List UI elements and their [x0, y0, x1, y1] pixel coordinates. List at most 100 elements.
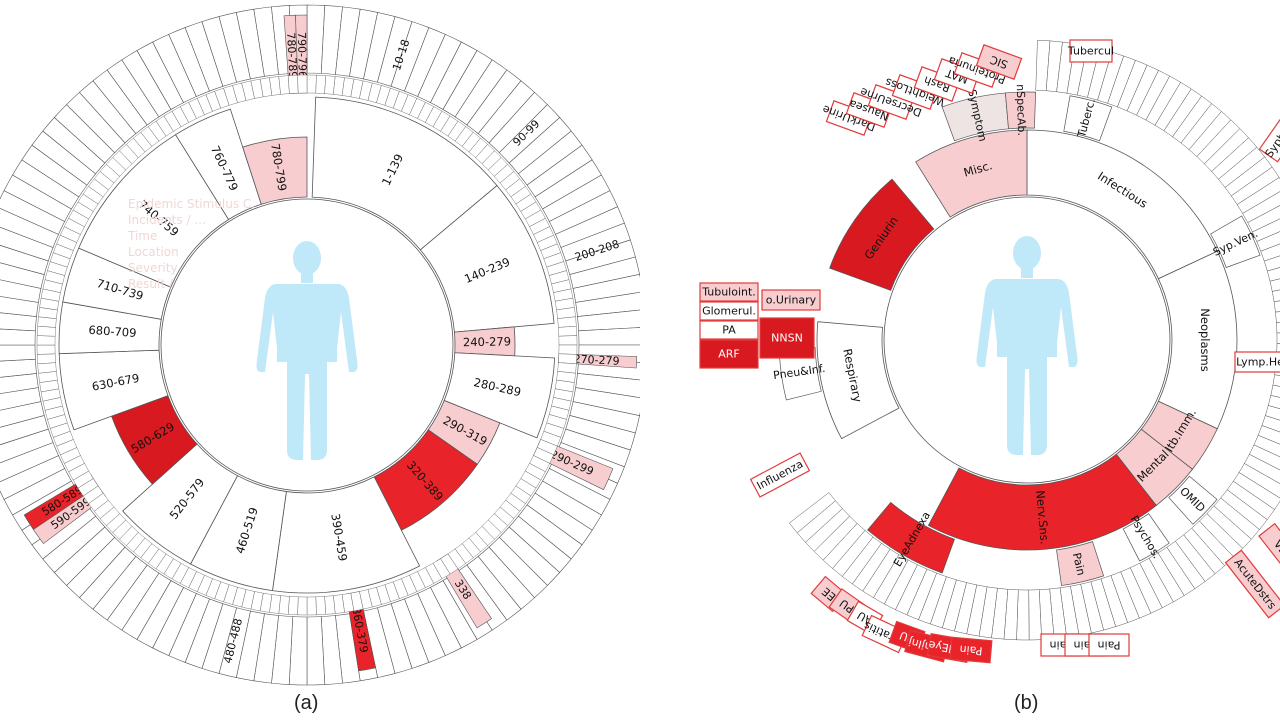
- middle-ring-cell: [315, 74, 327, 94]
- b-box-label: Pain: [959, 643, 983, 658]
- b-inner-Respirary: [816, 321, 900, 440]
- b-inner-Geniurin: [829, 178, 935, 291]
- b-box-rect: [1234, 351, 1280, 373]
- b-box-rect: [1069, 39, 1113, 63]
- inner-segment-280-289: [443, 352, 556, 439]
- b-mid-Pain: [1056, 541, 1105, 586]
- b-box-rect: [749, 452, 811, 498]
- ghost-text: Epidemic Stimulus C... Incidents / ... Tim…: [127, 197, 263, 291]
- b-box-rect: [699, 320, 759, 340]
- b-box: o.Urinary: [761, 289, 821, 311]
- outer-label-790-796: 790-796: [295, 32, 309, 78]
- middle-ring-cell: [306, 596, 317, 616]
- middle-ring-cell: [324, 595, 336, 615]
- b-rings: InfectiousNeoplasmsMtb.Imm.MentalNerv.Sn…: [772, 39, 1280, 641]
- inner-segment-780-799: [242, 136, 308, 205]
- b-label-boxes: TuberculSyphilisLymp.HeVDAcuteDstrsInflu…: [699, 39, 1280, 664]
- ghost-line: Location: [128, 245, 179, 259]
- middle-ring-cell: [558, 325, 578, 337]
- b-mid-Psychos.: [1122, 513, 1170, 562]
- b-inner-label-Neoplasms: Neoplasms: [1198, 308, 1212, 371]
- b-box-rect: [761, 289, 821, 311]
- b-box-rect: [1258, 522, 1280, 574]
- b-box-rect: [1258, 115, 1280, 163]
- b-box-label: Pain: [1098, 639, 1121, 652]
- b-box-rect: [1224, 549, 1280, 619]
- panel-a-sunburst: 10-1890-99200-208270-279290-299338360-37…: [0, 4, 640, 686]
- inner-segment-140-239: [419, 185, 555, 333]
- b-mid-nSpecAb.: [1005, 91, 1037, 130]
- b-box: Pain: [949, 636, 993, 664]
- b-box: Influenza: [749, 452, 811, 498]
- b-box-label: NNSN: [771, 332, 803, 345]
- b-mid-OMID: [1168, 475, 1218, 525]
- ghost-line: Epidemic Stimulus C...: [128, 197, 263, 211]
- b-mid-EyeAdnexa: [867, 501, 955, 574]
- b-outer-cell: [1028, 589, 1042, 641]
- b-box-label: VD: [1271, 538, 1280, 559]
- b-box: SIC: [975, 44, 1023, 80]
- ghost-line: Time: [127, 229, 157, 243]
- outer-label-780-789: 780-789: [284, 32, 299, 79]
- inner-ring: 1-139140-239240-279280-289290-319320-389…: [58, 96, 556, 594]
- inner-label-240-279: 240-279: [463, 334, 511, 349]
- middle-ring-cell: [558, 335, 578, 346]
- b-box: NNSN: [759, 317, 815, 359]
- b-box: AcuteDstrs: [1224, 549, 1280, 619]
- middle-ring-cell: [287, 596, 299, 616]
- panel-b-sunburst: InfectiousNeoplasmsMtb.Imm.MentalNerv.Sn…: [699, 39, 1280, 664]
- b-box-rect: [759, 317, 815, 359]
- middle-ring-cell: [36, 335, 56, 346]
- b-mid-label-Pain: Pain: [1070, 551, 1088, 576]
- b-box-label: SIC: [988, 53, 1010, 71]
- b-box: Lymp.He: [1234, 351, 1280, 373]
- b-box-label: o.Urinary: [766, 294, 817, 307]
- b-outer-cell: [788, 492, 836, 534]
- b-box-label: Lymp.He: [1236, 356, 1280, 369]
- b-box-label: AcuteDstrs: [1231, 556, 1278, 612]
- b-box-rect: [699, 339, 759, 369]
- middle-ring-cell: [557, 316, 577, 328]
- middle-ring-cell: [297, 74, 308, 94]
- b-mid-Pneu&Inf.: [778, 347, 822, 401]
- b-box-label: Tubercul: [1067, 45, 1114, 58]
- inner-label-680-709: 680-709: [88, 323, 137, 340]
- b-box: VD: [1258, 522, 1280, 574]
- human-body-icon: [256, 241, 358, 460]
- b-inner-Nerv.Sns.: [927, 453, 1157, 551]
- middle-ring-cell: [36, 344, 56, 355]
- b-outer-cell: [1016, 589, 1030, 641]
- b-box-rect: [699, 301, 759, 321]
- b-mid-Tuberc.: [1063, 95, 1113, 142]
- outer-label-270-279: 270-279: [573, 352, 620, 367]
- b-box: ARF: [699, 339, 759, 369]
- middle-ring-cell: [558, 344, 578, 355]
- b-box-rect: [975, 44, 1023, 80]
- middle-ring-cell: [36, 325, 56, 337]
- b-box: Pain: [1088, 633, 1130, 657]
- panel-a-caption: (a): [294, 692, 319, 714]
- middle-ring-cell: [306, 74, 317, 94]
- human-body-icon: [976, 236, 1078, 455]
- b-box: Tubuloint.: [699, 282, 759, 302]
- middle-ring-cell: [315, 596, 327, 616]
- b-box-label: ARF: [718, 348, 740, 361]
- middle-ring-cell: [278, 75, 290, 95]
- middle-ring-cell: [297, 596, 308, 616]
- b-mid-Syp.Ven.: [1210, 215, 1261, 268]
- middle-ring-cell: [287, 74, 299, 94]
- b-box-rect: [699, 282, 759, 302]
- b-box-label: Glomerul.: [702, 305, 756, 318]
- middle-ring: [36, 74, 578, 616]
- b-box: PA: [699, 320, 759, 340]
- b-box-rect: [949, 636, 993, 664]
- b-box: Tubercul: [1067, 39, 1114, 63]
- b-box-label: PA: [722, 324, 736, 337]
- b-box-label: Tubuloint.: [701, 286, 756, 299]
- middle-ring-cell: [36, 353, 56, 365]
- panel-b-caption: (b): [1014, 692, 1039, 714]
- b-mid-label-nSpecAb.: nSpecAb.: [1014, 84, 1028, 136]
- b-box: Glomerul.: [699, 301, 759, 321]
- middle-ring-cell: [37, 362, 57, 374]
